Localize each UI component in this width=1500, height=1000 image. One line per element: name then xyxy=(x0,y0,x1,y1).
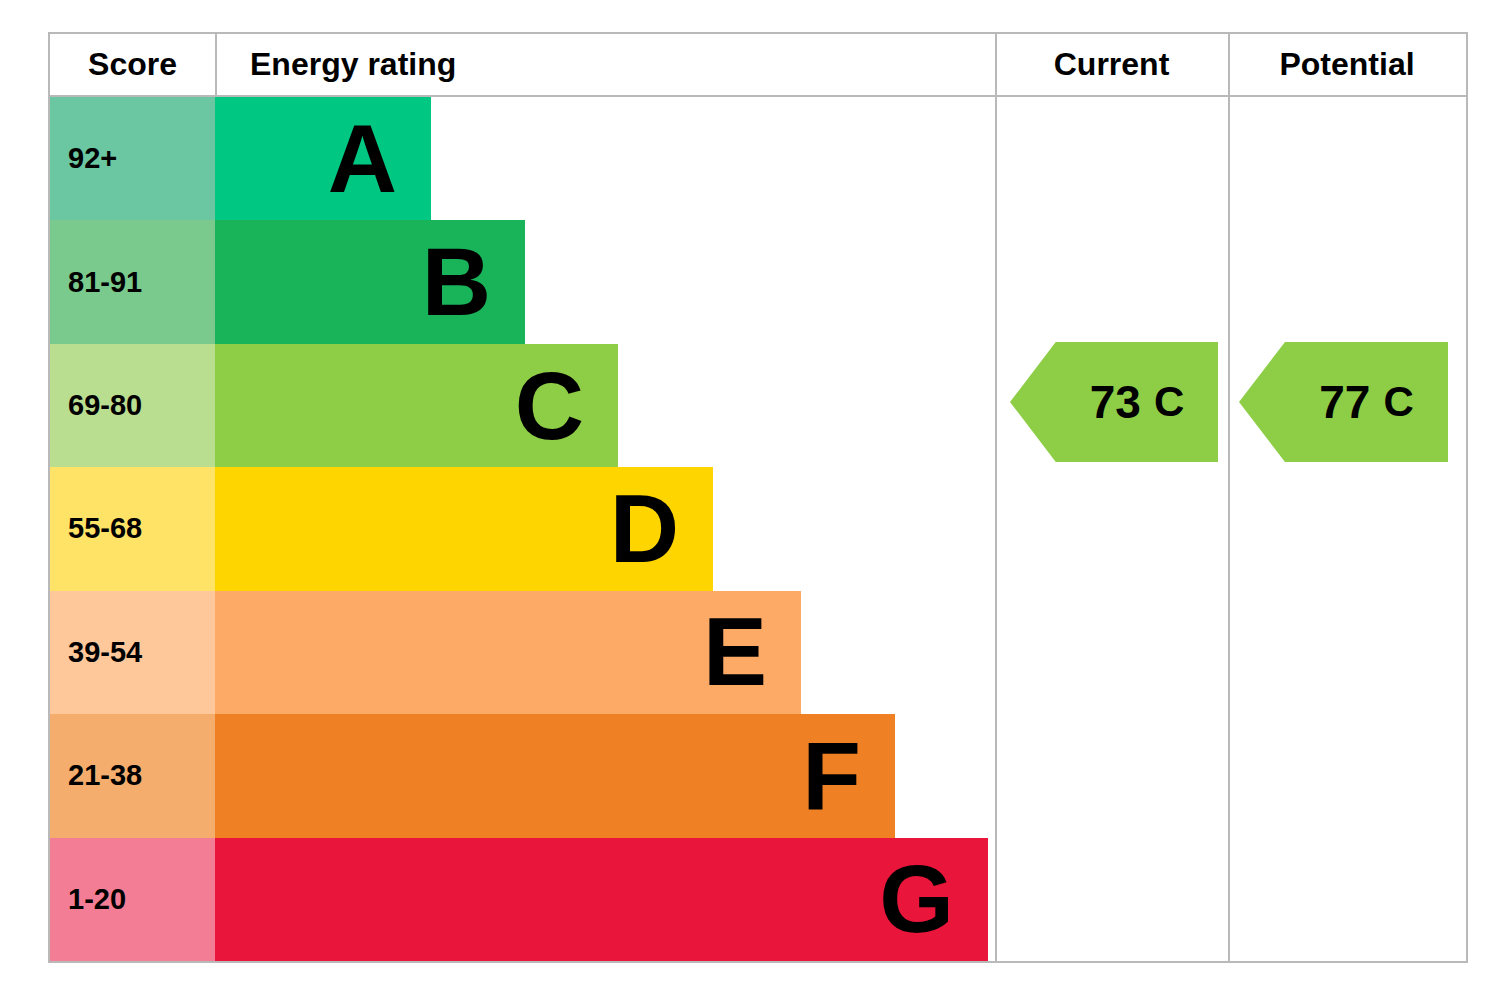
score-column-header: Score xyxy=(50,34,217,95)
potential-column-divider xyxy=(1228,34,1230,961)
band-bar-c: C xyxy=(215,344,618,467)
band-row-d: 55-68 D xyxy=(50,467,1466,590)
band-row-b: 81-91 B xyxy=(50,220,1466,343)
score-range-g: 1-20 xyxy=(50,838,215,961)
band-letter-a: A xyxy=(328,111,397,207)
band-row-e: 39-54 E xyxy=(50,591,1466,714)
band-bar-e: E xyxy=(215,591,801,714)
score-range-d: 55-68 xyxy=(50,467,215,590)
band-bar-d: D xyxy=(215,467,713,590)
potential-rating-band: C xyxy=(1383,378,1413,426)
score-range-c: 69-80 xyxy=(50,344,215,467)
current-rating-score: 73 xyxy=(1090,375,1141,429)
current-column-divider xyxy=(995,34,997,961)
current-rating-band: C xyxy=(1154,378,1184,426)
band-letter-e: E xyxy=(703,604,767,700)
score-range-a: 92+ xyxy=(50,97,215,220)
band-letter-c: C xyxy=(515,358,584,454)
band-row-f: 21-38 F xyxy=(50,714,1466,837)
band-row-a: 92+ A xyxy=(50,97,1466,220)
potential-rating-score: 77 xyxy=(1319,375,1370,429)
score-range-e: 39-54 xyxy=(50,591,215,714)
epc-rating-chart: Score Energy rating Current Potential 92… xyxy=(48,32,1468,963)
score-range-b: 81-91 xyxy=(50,220,215,343)
band-bar-f: F xyxy=(215,714,895,837)
current-column-header: Current xyxy=(995,46,1228,83)
band-letter-f: F xyxy=(802,728,861,824)
band-bar-b: B xyxy=(215,220,525,343)
band-rows: 92+ A 81-91 B 69-80 C 55-68 D 39-54 xyxy=(50,97,1466,961)
energy-rating-column-header: Energy rating xyxy=(217,46,995,83)
header-row: Score Energy rating Current Potential xyxy=(50,34,1466,97)
band-row-g: 1-20 G xyxy=(50,838,1466,961)
band-bar-g: G xyxy=(215,838,988,961)
band-letter-g: G xyxy=(879,851,954,947)
score-range-f: 21-38 xyxy=(50,714,215,837)
band-letter-d: D xyxy=(610,481,679,577)
band-bar-a: A xyxy=(215,97,431,220)
band-letter-b: B xyxy=(422,234,491,330)
potential-column-header: Potential xyxy=(1228,46,1466,83)
